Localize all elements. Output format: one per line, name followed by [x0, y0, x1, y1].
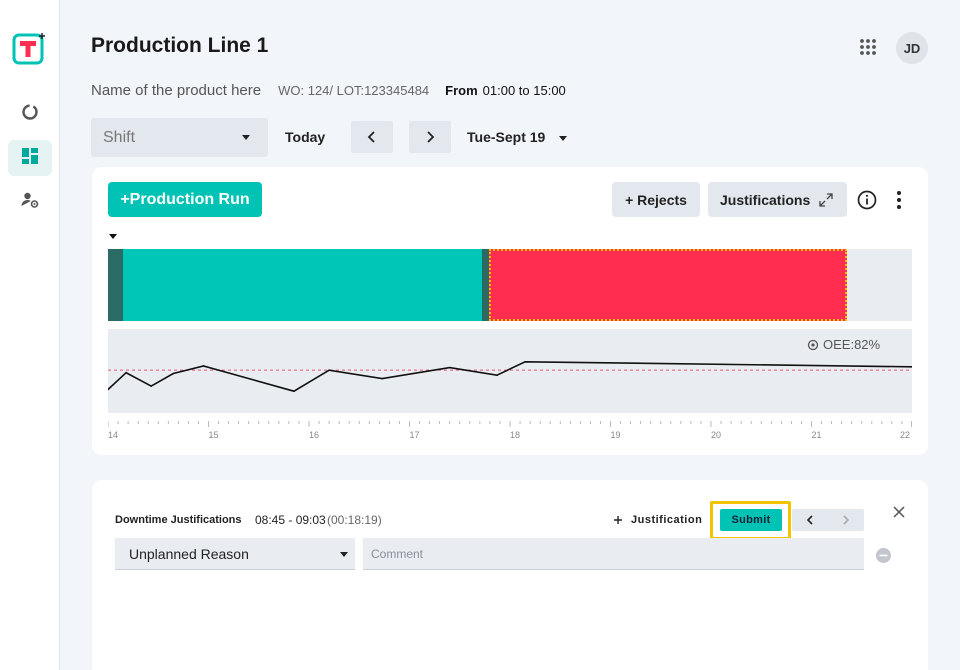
x-tick-label: 16	[309, 430, 320, 440]
from-range: 01:00 to 15:00	[482, 83, 566, 98]
plus-icon	[614, 516, 622, 524]
page-title: Production Line 1	[91, 34, 269, 57]
chevron-down-icon	[242, 135, 250, 140]
reason-select[interactable]: Unplanned Reason	[115, 538, 355, 570]
x-tick-label: 17	[409, 430, 420, 440]
chevron-right-icon[interactable]	[841, 514, 851, 526]
timeline-segment-idle[interactable]	[482, 249, 489, 321]
shift-select[interactable]: Shift	[91, 118, 268, 157]
progress-icon	[20, 102, 40, 127]
oee-data-point	[381, 377, 384, 380]
x-axis: 14 15 16 17 18 19 20 21 22	[108, 421, 912, 441]
x-tick-label: 15	[208, 430, 219, 440]
state-timeline	[108, 249, 912, 321]
time-marker-icon[interactable]	[109, 234, 117, 239]
oee-data-point	[202, 365, 205, 367]
from-label: From	[445, 83, 478, 98]
shift-select-label: Shift	[103, 128, 136, 146]
sidebar	[0, 0, 60, 670]
chevron-down-icon	[340, 552, 348, 557]
downtime-time-range: 08:45 - 09:03	[255, 513, 326, 527]
chevron-left-icon[interactable]	[805, 514, 815, 526]
oee-value: OEE:82%	[823, 337, 881, 352]
x-tick-label: 14	[108, 430, 119, 440]
user-avatar[interactable]: JD	[896, 32, 928, 64]
x-tick-label: 22	[900, 430, 911, 440]
close-icon[interactable]	[891, 504, 907, 520]
apps-grid-icon[interactable]	[858, 37, 878, 57]
oee-series-line	[107, 360, 913, 393]
timeline-segment-downtime-selected[interactable]	[489, 249, 847, 321]
oee-indicator: OEE:82%	[807, 337, 880, 352]
production-run-button[interactable]: +Production Run	[108, 182, 262, 217]
header-subline: Name of the product here WO: 124/ LOT:12…	[91, 82, 566, 99]
chevron-left-icon	[367, 131, 375, 143]
info-icon[interactable]	[857, 190, 877, 210]
rejects-button[interactable]: + Rejects	[612, 182, 700, 217]
justifications-button[interactable]: Justifications	[708, 182, 847, 217]
date-label: Tue-Sept 19	[467, 129, 546, 145]
previous-day-button[interactable]	[351, 121, 393, 153]
justifications-label: Justifications	[720, 191, 811, 208]
next-day-button[interactable]	[409, 121, 451, 153]
add-justification-button[interactable]: Justification	[613, 514, 702, 526]
x-tick-label: 20	[711, 430, 722, 440]
oee-data-point	[524, 360, 526, 363]
target-icon	[807, 339, 819, 350]
wo-lot-info: WO: 124/ LOT:123345484	[278, 83, 430, 98]
timeline-segment-idle[interactable]	[108, 249, 123, 321]
user-settings-icon	[20, 190, 40, 215]
downtime-duration: (00:18:19)	[327, 513, 382, 527]
x-tick-label: 21	[811, 430, 822, 440]
x-tick-label: 19	[610, 430, 621, 440]
oee-data-point	[172, 372, 175, 375]
downtime-title: Downtime Justifications	[115, 514, 242, 526]
oee-data-point	[496, 374, 498, 376]
reason-select-value: Unplanned Reason	[129, 545, 249, 562]
remove-icon[interactable]	[876, 548, 891, 563]
sidebar-item-progress[interactable]	[8, 96, 52, 132]
oee-data-point	[107, 388, 109, 391]
sidebar-item-user-settings[interactable]	[8, 184, 52, 220]
product-name: Name of the product here	[91, 82, 262, 99]
oee-chart-svg	[107, 360, 913, 393]
chevron-right-icon	[427, 131, 435, 143]
date-select[interactable]: Tue-Sept 19	[467, 129, 567, 145]
oee-data-point	[328, 369, 330, 371]
add-justification-label: Justification	[631, 514, 703, 526]
more-options-icon[interactable]	[889, 189, 909, 211]
chevron-down-icon	[559, 136, 567, 141]
timeline-segment-running[interactable]	[123, 249, 482, 321]
app-logo[interactable]	[12, 30, 48, 66]
x-tick-label: 18	[510, 430, 521, 440]
today-button[interactable]: Today	[285, 129, 326, 145]
oee-data-point	[125, 371, 127, 374]
oee-data-point	[293, 390, 295, 392]
dashboard-icon	[21, 147, 39, 170]
x-axis-ticks	[108, 421, 912, 427]
submit-button[interactable]: Submit	[720, 509, 782, 531]
sidebar-item-dashboard[interactable]	[8, 140, 52, 176]
oee-data-point	[448, 366, 451, 369]
expand-icon	[819, 193, 833, 207]
oee-chart	[107, 329, 913, 413]
comment-input[interactable]	[363, 538, 864, 570]
oee-data-point	[150, 385, 153, 387]
justification-pager	[792, 509, 864, 531]
